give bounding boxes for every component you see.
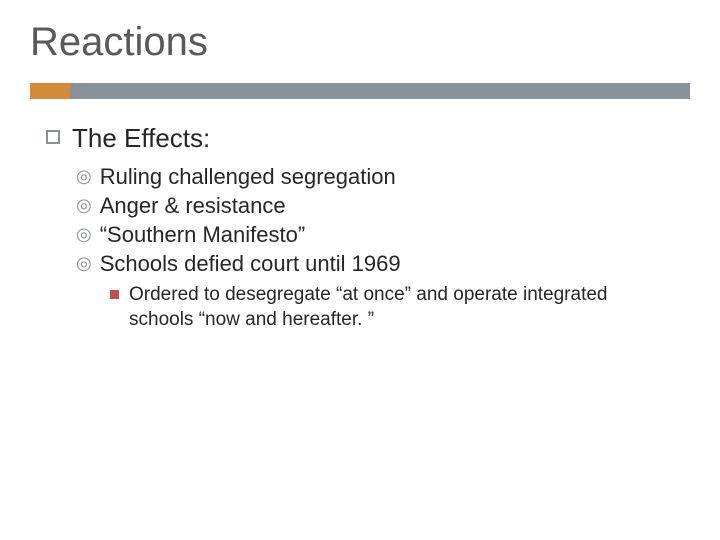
level3-text: Ordered to desegregate “at once” and ope… <box>129 283 609 332</box>
level2-text: Ruling challenged segregation <box>100 164 396 190</box>
content-area: The Effects: ◎ Ruling challenged segrega… <box>30 123 690 332</box>
bullet-level3: Ordered to desegregate “at once” and ope… <box>110 283 690 332</box>
level2-text: “Southern Manifesto” <box>100 222 305 248</box>
bullet-level2: ◎ Schools defied court until 1969 <box>76 251 690 277</box>
accent-divider <box>30 83 690 99</box>
accent-orange-block <box>30 83 70 99</box>
target-bullet-icon: ◎ <box>76 166 92 187</box>
bullet-level2: ◎ “Southern Manifesto” <box>76 222 690 248</box>
square-filled-bullet-icon <box>110 290 119 299</box>
level1-text: The Effects: <box>72 123 210 154</box>
level2-text: Schools defied court until 1969 <box>100 251 401 277</box>
target-bullet-icon: ◎ <box>76 253 92 274</box>
slide-title: Reactions <box>30 20 690 65</box>
target-bullet-icon: ◎ <box>76 195 92 216</box>
bullet-level1: The Effects: <box>46 123 690 154</box>
bullet-level2: ◎ Anger & resistance <box>76 193 690 219</box>
slide-container: Reactions The Effects: ◎ Ruling challeng… <box>0 0 720 540</box>
bullet-level2: ◎ Ruling challenged segregation <box>76 164 690 190</box>
level2-container: ◎ Ruling challenged segregation ◎ Anger … <box>46 164 690 332</box>
square-bullet-icon <box>46 130 60 144</box>
target-bullet-icon: ◎ <box>76 224 92 245</box>
accent-gray-block <box>70 83 690 99</box>
level2-text: Anger & resistance <box>100 193 286 219</box>
level3-container: Ordered to desegregate “at once” and ope… <box>76 283 690 332</box>
